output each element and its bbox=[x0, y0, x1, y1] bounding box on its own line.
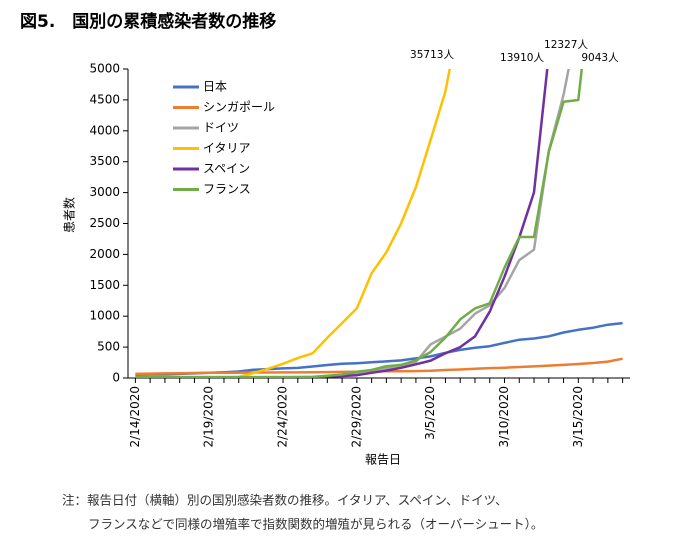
y-tick-label: 1500 bbox=[89, 278, 120, 292]
series-line bbox=[135, 69, 584, 378]
legend-label: フランス bbox=[203, 182, 251, 196]
footnote: 注：報告日付（横軸）別の国別感染者数の推移。イタリア、スペイン、ドイツ、 bbox=[62, 493, 508, 508]
plot-area bbox=[135, 69, 623, 378]
y-tick-label: 3500 bbox=[89, 154, 120, 168]
annotation: 9043人 bbox=[581, 52, 619, 64]
x-tick-label: 2/14/2020 bbox=[128, 386, 142, 448]
legend-label: 日本 bbox=[203, 80, 227, 94]
y-tick-label: 5000 bbox=[89, 62, 120, 76]
x-axis-label: 報告日 bbox=[365, 453, 401, 467]
annotation: 35713人 bbox=[410, 49, 454, 61]
annotation: 12327人 bbox=[544, 39, 588, 51]
y-tick-label: 4500 bbox=[89, 92, 120, 106]
y-tick-label: 1000 bbox=[89, 309, 120, 323]
y-tick-label: 2000 bbox=[89, 247, 120, 261]
x-tick-label: 2/29/2020 bbox=[349, 386, 363, 448]
y-tick-label: 500 bbox=[97, 340, 120, 354]
x-tick-label: 3/15/2020 bbox=[571, 386, 585, 448]
legend-label: シンガポール bbox=[203, 100, 275, 114]
y-tick-label: 4000 bbox=[89, 123, 120, 137]
legend-label: イタリア bbox=[203, 141, 251, 155]
y-axis-label: 患者数 bbox=[62, 197, 77, 233]
y-tick-label: 2500 bbox=[89, 216, 120, 230]
x-tick-label: 3/5/2020 bbox=[423, 386, 437, 440]
x-tick-label: 3/10/2020 bbox=[497, 386, 511, 448]
legend-label: スペイン bbox=[203, 162, 250, 176]
chart-title: 図5. 国別の累積感染者数の推移 bbox=[20, 11, 276, 32]
x-tick-label: 2/19/2020 bbox=[202, 386, 216, 448]
y-tick-label: 0 bbox=[112, 371, 120, 385]
footnote: フランスなどで同様の増殖率で指数関数的増殖が見られる（オーバーシュート）。 bbox=[88, 517, 543, 532]
annotation: 13910人 bbox=[500, 52, 544, 64]
legend-label: ドイツ bbox=[203, 121, 239, 135]
y-tick-label: 3000 bbox=[89, 185, 120, 199]
x-tick-label: 2/24/2020 bbox=[276, 386, 290, 448]
